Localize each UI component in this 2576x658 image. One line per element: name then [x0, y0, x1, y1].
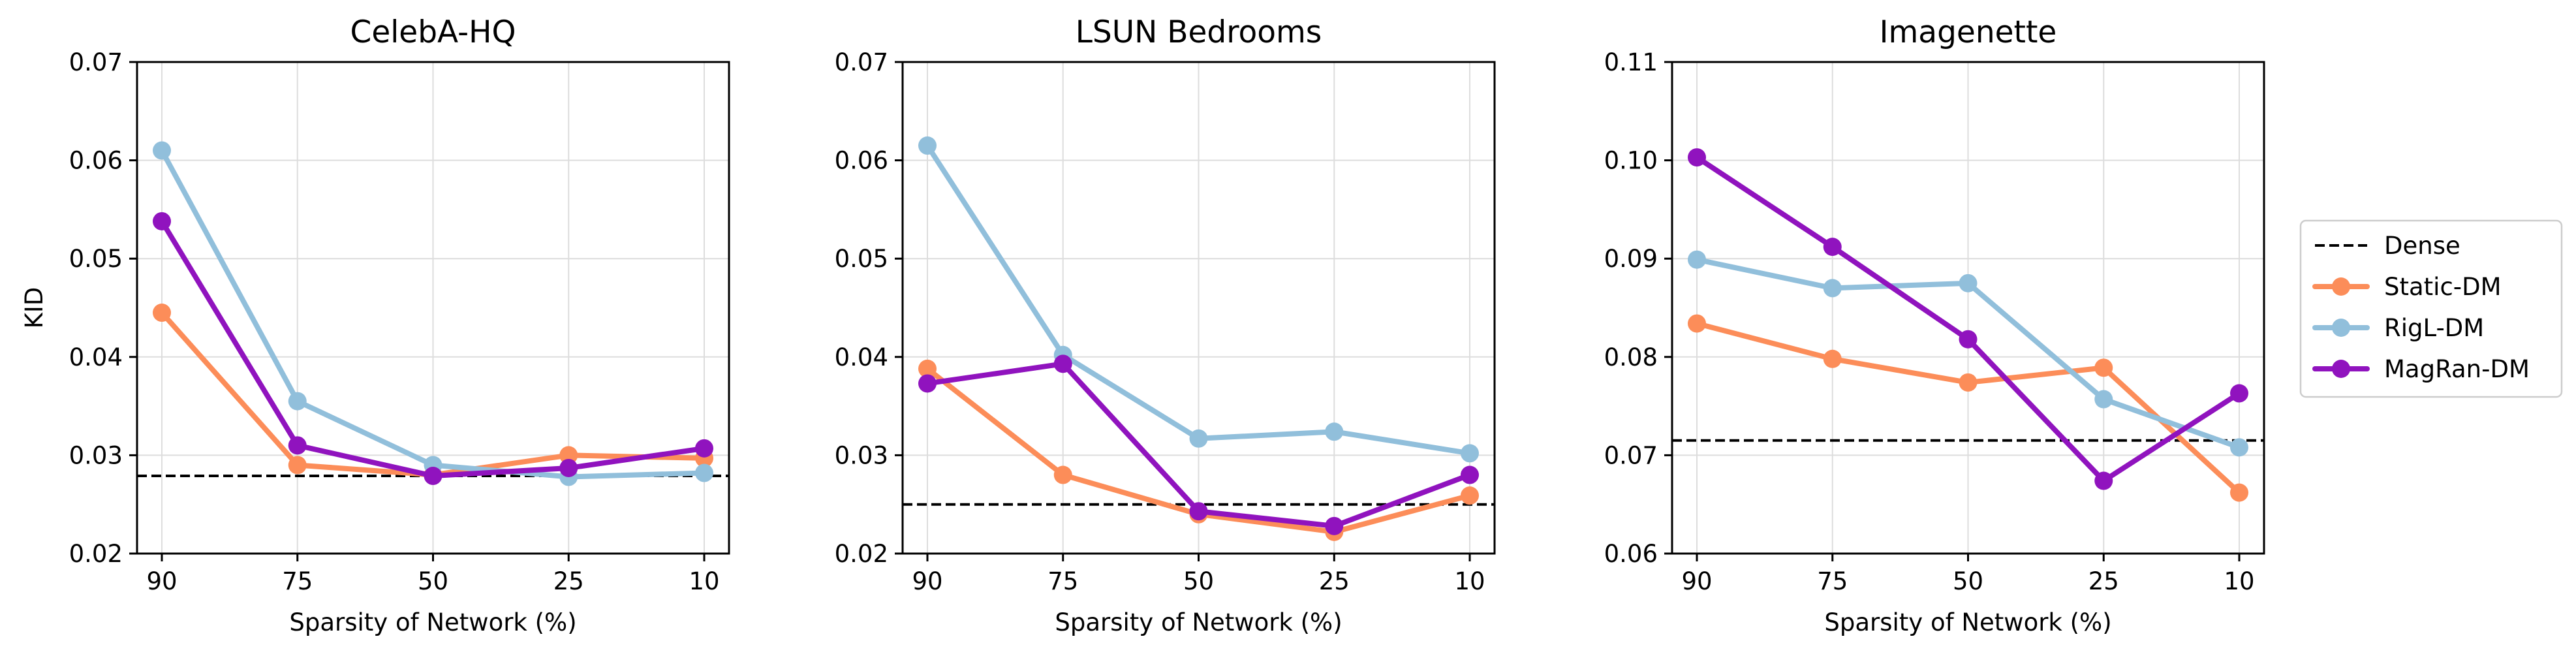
data-point-static-dm: [2230, 483, 2248, 502]
data-point-magran-dm: [1189, 502, 1208, 521]
y-tick-label: 0.08: [1604, 343, 1658, 371]
data-point-magran-dm: [1823, 238, 1842, 257]
x-tick-label: 25: [2088, 567, 2119, 595]
data-point-magran-dm: [1053, 354, 1072, 373]
subplot-1: 0.02 0.03 0.04 0.05 0.06 0.07 90 75 50 25 10 CelebA…: [20, 14, 730, 636]
data-point-rigl-dm: [695, 463, 713, 482]
data-point-rigl-dm: [918, 136, 937, 155]
x-tick-label: 50: [1183, 567, 1214, 595]
legend-label: Static-DM: [2384, 273, 2502, 301]
data-point-static-dm: [1688, 314, 1706, 333]
data-point-magran-dm: [153, 212, 171, 230]
legend-marker-rigl-dm: [2332, 319, 2350, 337]
data-point-rigl-dm: [1688, 250, 1706, 269]
data-point-static-dm: [1461, 486, 1479, 505]
x-tick-label: 75: [1047, 567, 1078, 595]
legend-label: RigL-DM: [2384, 314, 2484, 342]
legend-label: MagRan-DM: [2384, 355, 2530, 383]
x-tick-label: 75: [282, 567, 313, 595]
data-point-static-dm: [153, 304, 171, 322]
legend-label: Dense: [2384, 232, 2460, 260]
data-point-magran-dm: [2094, 471, 2113, 490]
y-tick-label: 0.06: [69, 147, 123, 175]
x-tick-label: 90: [146, 567, 177, 595]
chart-title: CelebA-HQ: [350, 14, 516, 50]
data-point-static-dm: [2094, 358, 2113, 377]
x-tick-label: 90: [1681, 567, 1712, 595]
y-axis-label: KID: [20, 287, 48, 329]
y-tick-label: 0.07: [69, 48, 123, 76]
y-tick-label: 0.07: [835, 48, 888, 76]
y-tick-label: 0.04: [69, 343, 123, 371]
x-tick-label: 10: [689, 567, 719, 595]
x-tick-label: 90: [912, 567, 942, 595]
y-tick-label: 0.07: [1604, 441, 1658, 469]
y-tick-label: 0.02: [835, 540, 888, 568]
data-point-rigl-dm: [1325, 422, 1344, 441]
data-point-rigl-dm: [153, 141, 171, 160]
data-point-static-dm: [918, 359, 937, 378]
x-axis-label: Sparsity of Network (%): [1824, 608, 2111, 636]
data-point-rigl-dm: [1959, 274, 1978, 292]
data-point-rigl-dm: [1823, 279, 1842, 298]
y-tick-label: 0.04: [835, 343, 888, 371]
y-tick-label: 0.10: [1604, 147, 1658, 175]
y-tick-label: 0.11: [1604, 48, 1658, 76]
x-tick-label: 50: [1953, 567, 1983, 595]
y-tick-label: 0.05: [835, 245, 888, 273]
x-axis-label: Sparsity of Network (%): [289, 608, 576, 636]
x-axis-label: Sparsity of Network (%): [1055, 608, 1342, 636]
x-tick-label: 25: [1319, 567, 1350, 595]
data-point-static-dm: [1959, 373, 1978, 392]
subplot-3: 0.06 0.07 0.08 0.09 0.10 0.11 90 75 50 25 10 Imagen…: [1604, 14, 2265, 636]
x-tick-label: 25: [553, 567, 584, 595]
data-point-static-dm: [288, 456, 307, 475]
chart-title: Imagenette: [1880, 14, 2057, 50]
x-tick-label: 75: [1817, 567, 1848, 595]
data-point-magran-dm: [424, 467, 442, 486]
legend-box: [2299, 219, 2563, 398]
y-tick-label: 0.03: [835, 441, 888, 469]
y-tick-label: 0.09: [1604, 245, 1658, 273]
data-point-rigl-dm: [288, 392, 307, 411]
data-point-magran-dm: [2230, 384, 2248, 403]
x-tick-label: 10: [2224, 567, 2254, 595]
data-point-magran-dm: [559, 458, 578, 477]
legend-marker-magran-dm: [2332, 360, 2350, 378]
data-point-static-dm: [1823, 349, 1842, 368]
y-tick-label: 0.02: [69, 540, 123, 568]
subplot-2: 0.02 0.03 0.04 0.05 0.06 0.07 90 75 50 25 10 LSUN B…: [835, 14, 1496, 636]
data-point-static-dm: [559, 446, 578, 465]
data-point-magran-dm: [1688, 148, 1706, 167]
data-point-magran-dm: [918, 374, 937, 393]
data-point-magran-dm: [1325, 516, 1344, 535]
x-tick-label: 10: [1454, 567, 1485, 595]
data-point-static-dm: [1053, 465, 1072, 484]
y-tick-label: 0.05: [69, 245, 123, 273]
data-point-rigl-dm: [1461, 444, 1479, 463]
y-tick-label: 0.06: [835, 147, 888, 175]
data-point-rigl-dm: [2230, 438, 2248, 457]
y-tick-label: 0.03: [69, 441, 123, 469]
data-point-rigl-dm: [1189, 429, 1208, 448]
data-point-rigl-dm: [2094, 390, 2113, 409]
chart-title: LSUN Bedrooms: [1076, 14, 1322, 50]
legend: Dense Static-DM RigL-DM MagRan-DM: [2299, 219, 2563, 398]
data-point-magran-dm: [695, 439, 713, 458]
legend-marker-static-dm: [2332, 277, 2350, 296]
x-tick-label: 50: [418, 567, 448, 595]
y-tick-label: 0.06: [1604, 540, 1658, 568]
data-point-magran-dm: [288, 436, 307, 455]
data-point-magran-dm: [1959, 330, 1978, 349]
data-point-magran-dm: [1461, 465, 1479, 484]
